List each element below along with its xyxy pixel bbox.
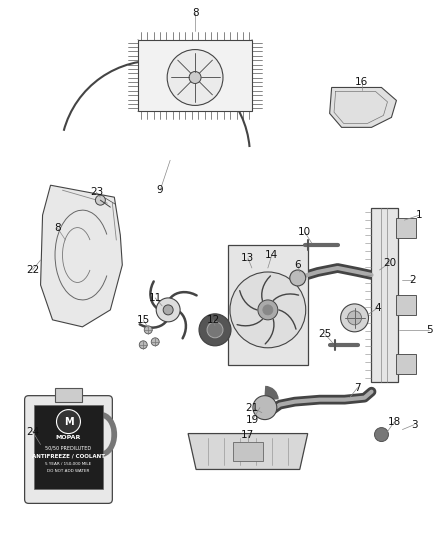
Polygon shape — [41, 185, 122, 327]
Circle shape — [374, 427, 389, 441]
Circle shape — [139, 341, 147, 349]
Bar — [228, 245, 308, 365]
Polygon shape — [188, 433, 308, 470]
Text: 4: 4 — [374, 303, 381, 313]
Circle shape — [230, 272, 306, 348]
Text: ANTIFREEZE / COOLANT: ANTIFREEZE / COOLANT — [32, 453, 105, 458]
Text: 25: 25 — [318, 329, 331, 339]
Bar — [396, 217, 417, 238]
Text: 9: 9 — [157, 185, 163, 195]
Bar — [138, 39, 252, 111]
Text: 22: 22 — [26, 265, 39, 275]
Bar — [371, 208, 399, 382]
Text: 16: 16 — [355, 77, 368, 87]
Text: 15: 15 — [137, 315, 150, 325]
Text: 2: 2 — [409, 275, 416, 285]
Circle shape — [144, 326, 152, 334]
Text: 18: 18 — [388, 417, 401, 426]
Text: DO NOT ADD WATER: DO NOT ADD WATER — [47, 470, 90, 473]
Circle shape — [163, 305, 173, 315]
Circle shape — [348, 311, 361, 325]
Text: 5: 5 — [426, 325, 433, 335]
Bar — [54, 387, 82, 402]
Circle shape — [156, 298, 180, 322]
Circle shape — [57, 410, 81, 433]
Circle shape — [290, 270, 306, 286]
Circle shape — [341, 304, 368, 332]
Text: MOPAR: MOPAR — [56, 435, 81, 440]
Circle shape — [95, 195, 106, 205]
Text: 3: 3 — [411, 419, 418, 430]
Text: 13: 13 — [241, 253, 254, 263]
Text: 11: 11 — [148, 293, 162, 303]
Text: 17: 17 — [241, 430, 254, 440]
Text: 12: 12 — [206, 315, 219, 325]
Text: 24: 24 — [26, 426, 39, 437]
Circle shape — [253, 395, 277, 419]
Circle shape — [263, 305, 273, 315]
FancyBboxPatch shape — [25, 395, 112, 503]
Text: 10: 10 — [298, 227, 311, 237]
Bar — [396, 295, 417, 315]
Polygon shape — [330, 87, 396, 127]
Circle shape — [258, 300, 278, 320]
Text: 6: 6 — [294, 260, 301, 270]
Circle shape — [189, 71, 201, 84]
Circle shape — [207, 322, 223, 338]
Text: 19: 19 — [246, 415, 260, 425]
Text: 23: 23 — [90, 187, 103, 197]
Text: 14: 14 — [265, 250, 279, 260]
Bar — [396, 354, 417, 374]
Text: 8: 8 — [192, 7, 198, 18]
Circle shape — [167, 50, 223, 106]
Text: 50/50 PREDILUTED: 50/50 PREDILUTED — [46, 445, 92, 450]
Bar — [233, 441, 263, 462]
Text: 21: 21 — [245, 402, 258, 413]
Circle shape — [151, 338, 159, 346]
Text: 1: 1 — [416, 210, 423, 220]
Text: 5 YEAR / 150,000 MILE: 5 YEAR / 150,000 MILE — [46, 463, 92, 466]
Text: M: M — [64, 417, 73, 426]
Text: 20: 20 — [383, 258, 396, 268]
Bar — [34, 405, 103, 489]
Text: 8: 8 — [54, 223, 61, 233]
Text: 7: 7 — [354, 383, 361, 393]
Circle shape — [199, 314, 231, 346]
